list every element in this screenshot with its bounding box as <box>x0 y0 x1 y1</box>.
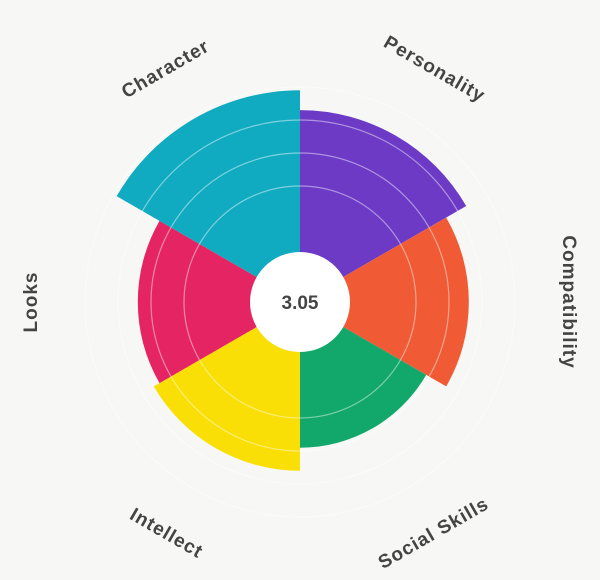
segment-character[interactable] <box>116 90 300 302</box>
center-score: 3.05 <box>282 293 319 314</box>
grid-ring <box>150 152 450 452</box>
label-compatibility: Compatibility <box>558 235 579 368</box>
chart-segments <box>116 90 469 471</box>
label-social-skills: Social Skills <box>375 494 493 574</box>
segment-looks[interactable] <box>137 220 300 384</box>
segment-personality[interactable] <box>300 110 467 302</box>
label-personality: Personality <box>380 32 489 107</box>
label-character: Character <box>118 36 213 103</box>
label-looks: Looks <box>21 272 42 333</box>
segment-intellect[interactable] <box>153 302 300 471</box>
segment-compatibility[interactable] <box>300 217 469 387</box>
label-intellect: Intellect <box>126 504 206 563</box>
grid-ring <box>183 185 417 419</box>
chart-grid <box>84 86 516 518</box>
center-disc <box>250 252 350 352</box>
grid-ring <box>84 86 516 518</box>
grid-ring <box>117 119 483 485</box>
